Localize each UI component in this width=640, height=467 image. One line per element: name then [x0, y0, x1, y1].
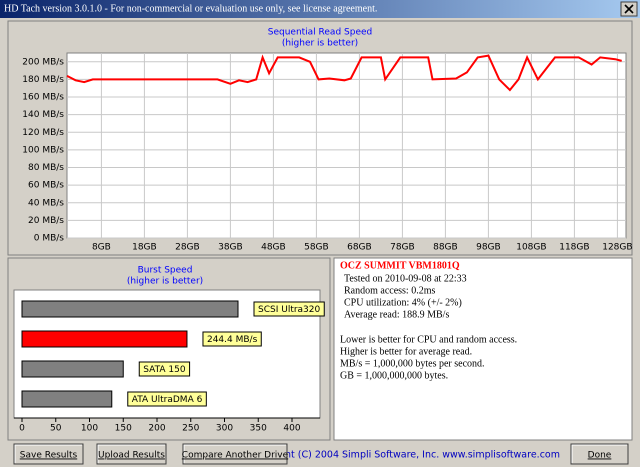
- x-tick-label: 38GB: [218, 243, 243, 253]
- info-line: Random access: 0.2ms: [344, 285, 435, 296]
- x-tick-label: 50: [50, 424, 62, 434]
- x-tick-label: 28GB: [175, 243, 200, 253]
- y-tick-label: 20 MB/s: [28, 216, 64, 226]
- x-tick-label: 8GB: [92, 243, 111, 253]
- info-note: Lower is better for CPU and random acces…: [340, 334, 517, 345]
- x-tick-label: 48GB: [261, 243, 286, 253]
- button-face[interactable]: [570, 443, 629, 465]
- button-face[interactable]: [96, 443, 167, 465]
- x-tick-label: 300: [216, 424, 233, 434]
- x-tick-label: 200: [148, 424, 165, 434]
- bar-label: SATA 150: [143, 365, 186, 375]
- title-bar: [0, 0, 640, 18]
- x-tick-label: 98GB: [476, 243, 501, 253]
- bar-label: ATA UltraDMA 6: [132, 395, 203, 405]
- x-tick-label: 150: [115, 424, 132, 434]
- button-face[interactable]: [13, 443, 84, 465]
- y-tick-label: 100 MB/s: [22, 145, 64, 155]
- bar-label-box: [202, 331, 262, 347]
- y-tick-label: 120 MB/s: [22, 128, 64, 138]
- x-tick-label: 68GB: [347, 243, 372, 253]
- button-label[interactable]: Compare Another Drive: [182, 451, 289, 461]
- x-tick-label: 350: [250, 424, 267, 434]
- burst-bar: [21, 300, 239, 318]
- x-tick-label: 18GB: [132, 243, 157, 253]
- y-tick-label: 60 MB/s: [28, 181, 64, 191]
- bar-label-box: [127, 391, 207, 407]
- x-tick-label: 128GB: [602, 243, 632, 253]
- y-tick-label: 0 MB/s: [34, 234, 65, 244]
- y-tick-label: 140 MB/s: [22, 110, 64, 120]
- button-highlight: [14, 444, 82, 463]
- bar-label-box: [138, 361, 191, 377]
- x-tick-label: 108GB: [516, 243, 546, 253]
- read-subtitle: (higher is better): [282, 39, 358, 49]
- burst-subtitle: (higher is better): [127, 277, 203, 287]
- read-plot-area: [66, 52, 627, 239]
- x-tick-label: 88GB: [433, 243, 458, 253]
- button-face[interactable]: [182, 443, 288, 465]
- bar-label-box: [253, 301, 325, 317]
- x-tick-label: 78GB: [390, 243, 415, 253]
- x-tick-label: 118GB: [559, 243, 589, 253]
- x-tick-label: 100: [81, 424, 98, 434]
- button-label[interactable]: Save Results: [20, 451, 78, 461]
- burst-bar: [21, 360, 124, 378]
- info-line: Average read: 188.9 MB/s: [344, 309, 449, 320]
- window-title: HD Tach version 3.0.1.0 - For non-commer…: [4, 3, 377, 14]
- info-panel: [333, 257, 633, 441]
- x-tick-label: 400: [283, 424, 300, 434]
- info-line: Tested on 2010-09-08 at 22:33: [344, 273, 467, 284]
- y-tick-label: 180 MB/s: [22, 75, 64, 85]
- read-title: Sequential Read Speed: [268, 28, 373, 38]
- x-tick-label: 0: [19, 424, 25, 434]
- y-tick-label: 200 MB/s: [22, 57, 64, 67]
- read-speed-line: [66, 54, 622, 92]
- burst-bar: [21, 330, 188, 348]
- copyright: Copyright (C) 2004 Simpli Software, Inc.…: [248, 450, 560, 461]
- y-tick-label: 80 MB/s: [28, 163, 64, 173]
- button-highlight: [183, 444, 286, 463]
- x-tick-label: 250: [182, 424, 199, 434]
- y-tick-label: 160 MB/s: [22, 93, 64, 103]
- drive-name: OCZ SUMMIT VBM1801Q: [340, 260, 460, 271]
- bar-label: SCSI Ultra320: [258, 305, 321, 315]
- x-tick-label: 58GB: [304, 243, 329, 253]
- info-note: MB/s = 1,000,000 bytes per second.: [340, 358, 485, 369]
- bar-label: 244.4 MB/s: [207, 335, 258, 345]
- y-tick-label: 40 MB/s: [28, 198, 64, 208]
- burst-title: Burst Speed: [138, 266, 193, 276]
- info-line: CPU utilization: 4% (+/- 2%): [344, 297, 462, 308]
- burst-bar: [21, 390, 113, 408]
- info-note: GB = 1,000,000,000 bytes.: [340, 370, 448, 381]
- button-label[interactable]: Upload Results: [98, 451, 165, 461]
- button-label[interactable]: Done: [588, 451, 612, 461]
- info-note: Higher is better for average read.: [340, 346, 472, 357]
- button-highlight: [97, 444, 165, 463]
- close-button[interactable]: [620, 1, 638, 17]
- button-highlight: [571, 444, 627, 463]
